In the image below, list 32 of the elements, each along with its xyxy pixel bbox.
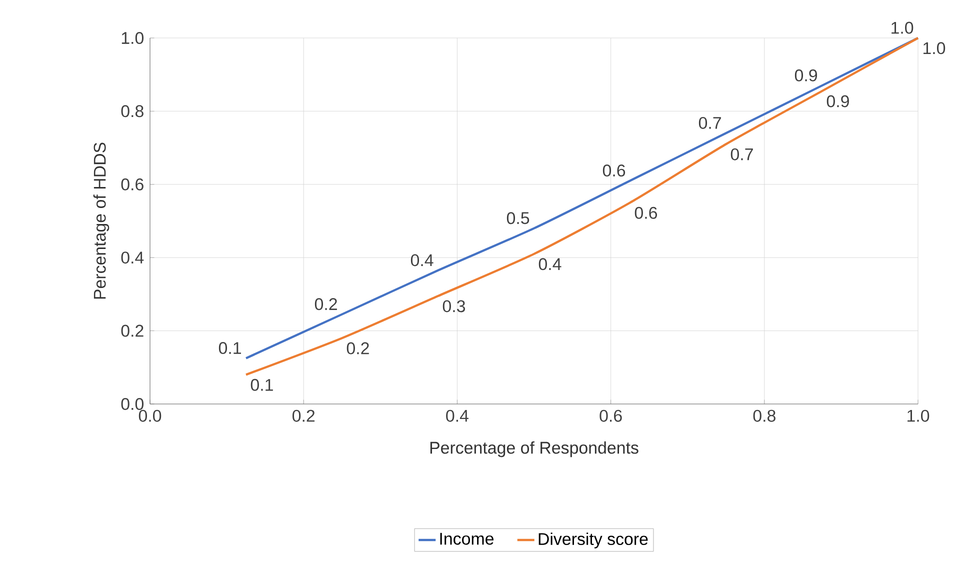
y-tick-label: 0.4 [121, 252, 144, 264]
x-tick-label: 0.8 [753, 410, 776, 422]
data-label: 0.6 [602, 164, 626, 177]
data-label: 0.1 [250, 378, 273, 391]
data-label: 0.3 [442, 300, 466, 312]
data-label: 1.0 [892, 22, 914, 34]
data-label: 0.2 [346, 342, 369, 354]
y-axis-title: Percentage of HDDS [93, 142, 110, 299]
x-tick-label: 0.6 [600, 410, 622, 422]
x-tick-label: 0.4 [446, 410, 468, 422]
legend-label: Diversity score [538, 532, 648, 548]
data-label: 0.9 [826, 95, 849, 108]
data-label: 0.4 [410, 254, 434, 266]
data-label: 0.7 [730, 148, 753, 160]
y-tick-label: 1.0 [122, 32, 144, 44]
x-tick-label: 1.0 [908, 410, 930, 422]
y-tick-label: 0.8 [121, 105, 144, 118]
data-label: 0.2 [314, 298, 337, 310]
data-label: 0.5 [506, 212, 530, 224]
x-tick-label: 0.0 [138, 410, 162, 422]
x-tick-label: 0.2 [292, 410, 315, 422]
y-tick-label: 0.2 [121, 324, 144, 337]
y-tick-label: 0.6 [121, 178, 144, 190]
data-label: 0.4 [538, 258, 562, 270]
data-label: 0.9 [794, 69, 818, 82]
legend-label: Income [440, 532, 494, 545]
data-label: 0.1 [218, 342, 241, 354]
x-axis-title: Percentage of Respondents [430, 441, 638, 458]
data-label: 0.6 [634, 206, 658, 219]
data-label: 0.7 [698, 116, 721, 129]
data-label: 1.0 [924, 42, 946, 54]
y-tick-label: 0.0 [121, 398, 144, 410]
